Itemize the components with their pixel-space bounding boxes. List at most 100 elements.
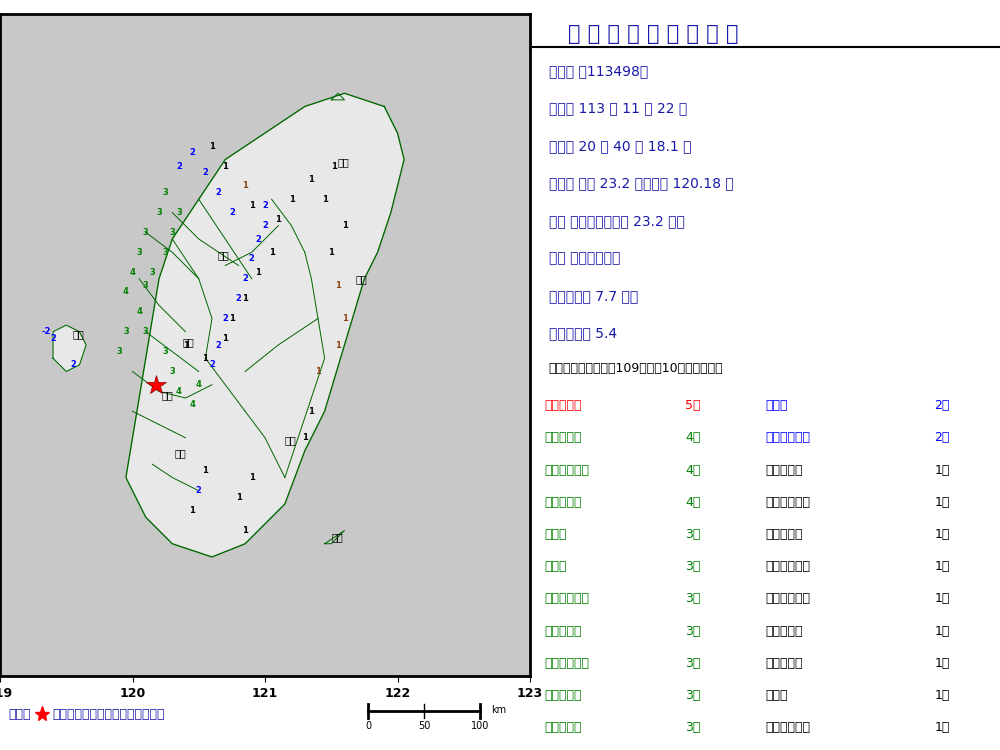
Text: 4: 4 bbox=[196, 380, 202, 389]
Text: 2: 2 bbox=[216, 340, 222, 350]
Text: 3: 3 bbox=[136, 248, 142, 256]
Text: 表震央位置，數字表示該測站震度: 表震央位置，數字表示該測站震度 bbox=[52, 707, 164, 721]
Text: 1級: 1級 bbox=[934, 625, 950, 638]
Text: 1: 1 bbox=[335, 340, 341, 350]
Text: -2: -2 bbox=[42, 327, 51, 336]
Text: 1: 1 bbox=[242, 294, 248, 303]
Polygon shape bbox=[53, 326, 86, 371]
Text: 4: 4 bbox=[189, 400, 195, 410]
Text: 4: 4 bbox=[130, 268, 135, 277]
Text: 3級: 3級 bbox=[685, 592, 700, 605]
Text: 臺東: 臺東 bbox=[285, 436, 297, 445]
Text: 嘉義市: 嘉義市 bbox=[544, 560, 567, 573]
Text: 臺東縣利稻: 臺東縣利稻 bbox=[765, 464, 802, 476]
Polygon shape bbox=[126, 93, 404, 557]
Text: 嘉義縣太保市: 嘉義縣太保市 bbox=[544, 464, 589, 476]
Text: 嘉義縣義竹: 嘉義縣義竹 bbox=[544, 431, 582, 444]
Text: 1: 1 bbox=[275, 214, 281, 223]
Text: 3級: 3級 bbox=[685, 560, 700, 573]
Text: 3級: 3級 bbox=[685, 657, 700, 670]
Text: 臺中市霧峰: 臺中市霧峰 bbox=[544, 722, 582, 734]
Text: 2: 2 bbox=[242, 274, 248, 284]
Text: 1: 1 bbox=[322, 195, 328, 204]
Text: 2: 2 bbox=[50, 334, 56, 343]
Text: 1: 1 bbox=[335, 281, 341, 290]
Text: 中 央 氣 象 署 地 震 報 告: 中 央 氣 象 署 地 震 報 告 bbox=[568, 24, 738, 44]
Text: 1級: 1級 bbox=[934, 722, 950, 734]
Text: 高雄市路竹: 高雄市路竹 bbox=[544, 689, 582, 702]
Text: 4: 4 bbox=[123, 287, 129, 296]
Text: 4: 4 bbox=[176, 387, 182, 396]
Text: 3: 3 bbox=[143, 327, 149, 336]
Text: 地震深度： 7.7 公里: 地震深度： 7.7 公里 bbox=[549, 289, 638, 303]
Text: 高雄: 高雄 bbox=[175, 448, 187, 459]
Text: 3: 3 bbox=[156, 208, 162, 217]
Text: 即在 臺南市政府北方 23.2 公里: 即在 臺南市政府北方 23.2 公里 bbox=[549, 214, 685, 228]
Text: 位置： 北緯 23.2 度，東經 120.18 度: 位置： 北緯 23.2 度，東經 120.18 度 bbox=[549, 176, 734, 190]
Text: 1: 1 bbox=[331, 162, 337, 171]
Text: 1級: 1級 bbox=[934, 560, 950, 573]
Text: 時間： 20 時 40 分 18.1 秒: 時間： 20 時 40 分 18.1 秒 bbox=[549, 139, 691, 153]
Text: 4級: 4級 bbox=[685, 431, 700, 444]
Text: 新竹縣五峰: 新竹縣五峰 bbox=[765, 657, 802, 670]
Text: 3: 3 bbox=[163, 188, 168, 197]
Text: 1: 1 bbox=[236, 493, 241, 502]
Text: 宜蘭: 宜蘭 bbox=[338, 158, 350, 167]
Text: 3級: 3級 bbox=[685, 528, 700, 541]
Text: 50: 50 bbox=[418, 721, 430, 731]
Text: 1級: 1級 bbox=[934, 657, 950, 670]
Text: 臺中市: 臺中市 bbox=[765, 399, 788, 412]
Text: 2級: 2級 bbox=[934, 431, 950, 444]
Text: 2: 2 bbox=[262, 202, 268, 210]
Text: 位於 臺南市佳里區: 位於 臺南市佳里區 bbox=[549, 251, 620, 266]
Text: 3級: 3級 bbox=[685, 625, 700, 638]
Text: 1: 1 bbox=[289, 195, 294, 204]
Text: 4級: 4級 bbox=[685, 464, 700, 476]
Text: 臺東縣臺東市: 臺東縣臺東市 bbox=[765, 496, 810, 508]
Text: 2: 2 bbox=[196, 486, 202, 495]
Text: 3: 3 bbox=[116, 347, 122, 356]
Text: 1: 1 bbox=[308, 406, 314, 416]
Text: 3: 3 bbox=[163, 248, 168, 256]
Text: 1級: 1級 bbox=[934, 496, 950, 508]
Text: 宜蘭縣宜蘭市: 宜蘭縣宜蘭市 bbox=[765, 722, 810, 734]
Text: 3級: 3級 bbox=[685, 722, 700, 734]
Text: 1: 1 bbox=[202, 466, 208, 476]
Text: 1: 1 bbox=[308, 175, 314, 184]
Text: 1: 1 bbox=[328, 248, 334, 256]
Text: 臺南市: 臺南市 bbox=[544, 528, 567, 541]
Text: 2: 2 bbox=[209, 361, 215, 370]
Text: 2: 2 bbox=[216, 188, 222, 197]
Text: 3: 3 bbox=[150, 268, 155, 277]
Text: 1: 1 bbox=[302, 433, 308, 442]
Text: 1: 1 bbox=[255, 268, 261, 277]
Text: 各地最大震度（採用109年新制10級震度分級）: 各地最大震度（採用109年新制10級震度分級） bbox=[549, 362, 723, 374]
Text: 3: 3 bbox=[163, 347, 168, 356]
Text: 1: 1 bbox=[209, 142, 215, 151]
Text: 1: 1 bbox=[183, 340, 188, 350]
Text: 1: 1 bbox=[342, 314, 347, 323]
Text: 苗栗縣鯉魚潭: 苗栗縣鯉魚潭 bbox=[765, 431, 810, 444]
Text: 1: 1 bbox=[249, 202, 255, 210]
Text: 日期： 113 年 11 月 22 日: 日期： 113 年 11 月 22 日 bbox=[549, 101, 687, 115]
Text: 3: 3 bbox=[123, 327, 129, 336]
Text: 臺中: 臺中 bbox=[217, 250, 229, 260]
Text: 1: 1 bbox=[189, 506, 195, 515]
Text: 2: 2 bbox=[189, 148, 195, 158]
Text: 臺南: 臺南 bbox=[162, 390, 173, 400]
Text: 3: 3 bbox=[169, 228, 175, 237]
Text: 1: 1 bbox=[202, 354, 208, 363]
Text: 編號： 第113498號: 編號： 第113498號 bbox=[549, 64, 648, 78]
Text: 1: 1 bbox=[222, 334, 228, 343]
Text: 1級: 1級 bbox=[934, 464, 950, 476]
Text: 芮氏規模： 5.4: 芮氏規模： 5.4 bbox=[549, 326, 617, 340]
Text: 2: 2 bbox=[236, 294, 241, 303]
Text: 2: 2 bbox=[70, 361, 76, 370]
Text: km: km bbox=[491, 705, 506, 716]
Text: 2: 2 bbox=[255, 235, 261, 244]
Text: 嘉義: 嘉義 bbox=[183, 338, 195, 347]
Text: 花蓮縣富里: 花蓮縣富里 bbox=[765, 528, 802, 541]
Text: 1: 1 bbox=[242, 526, 248, 535]
Text: 1: 1 bbox=[242, 182, 248, 190]
Text: 4級: 4級 bbox=[685, 496, 700, 508]
